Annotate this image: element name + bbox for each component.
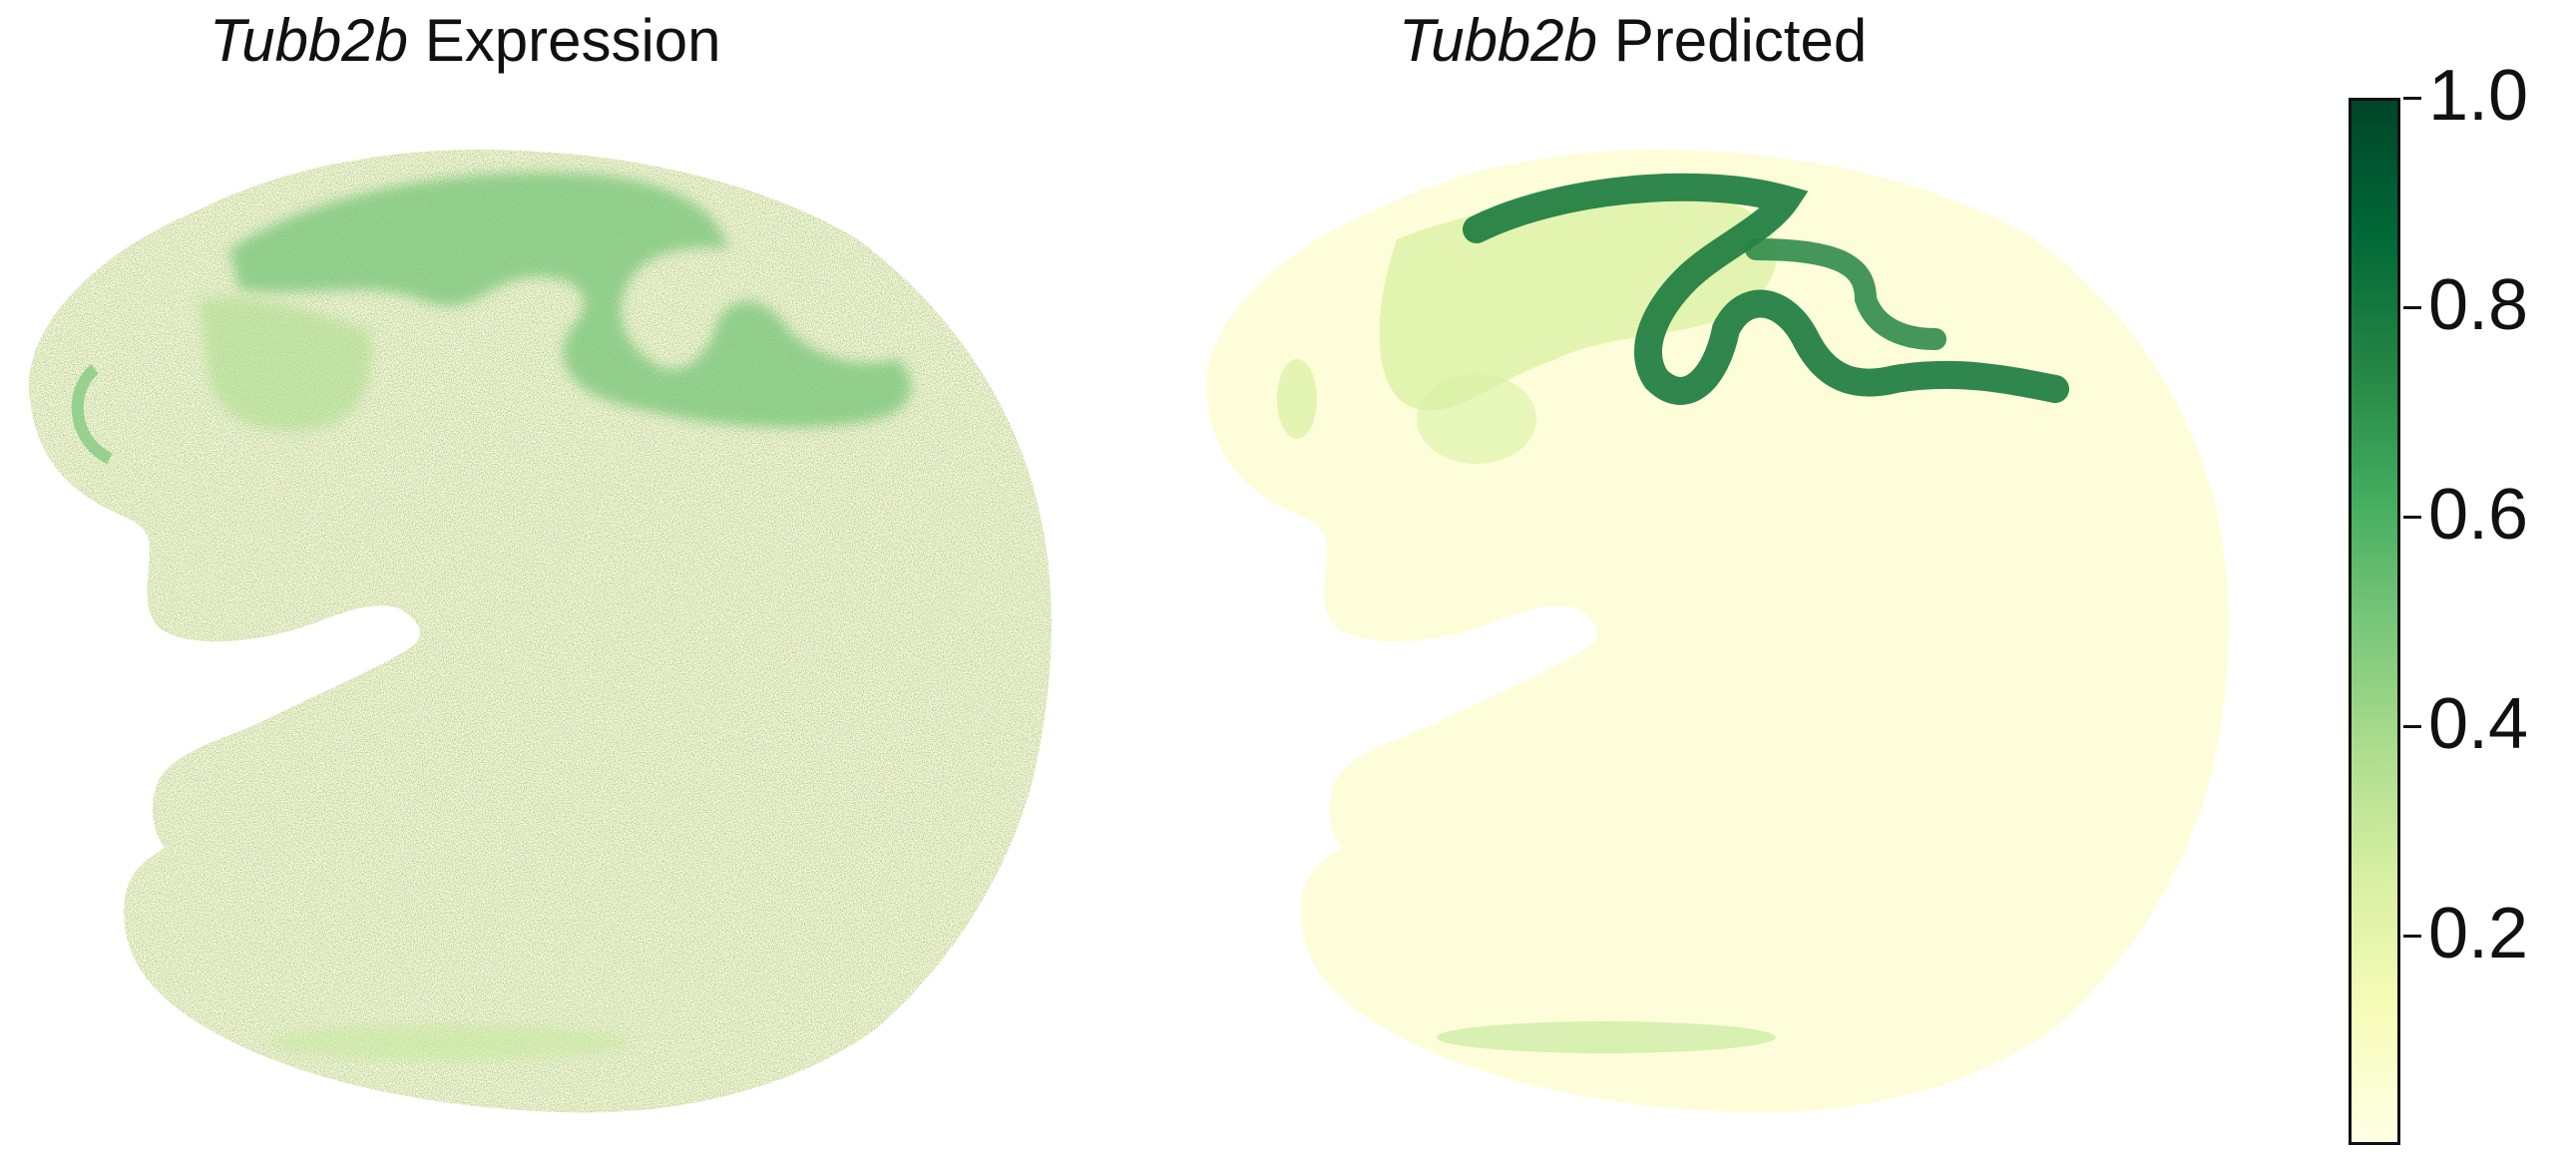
- brain-signal-right: [1463, 173, 2069, 405]
- brain-signal-left: [229, 172, 912, 428]
- colorbar: [2349, 98, 2400, 1145]
- brain-signal-right-2: [1745, 238, 1946, 350]
- belly-signal-right: [1437, 1021, 1776, 1053]
- panel-title-expression: Tubb2b Expression: [210, 6, 721, 75]
- eye-signal-left: [71, 364, 114, 465]
- colorbar-tick-label: 0.4: [2428, 684, 2529, 764]
- colorbar-tick: [2403, 515, 2421, 519]
- hind-region-right: [1417, 374, 1536, 464]
- panel-label: Predicted: [1613, 7, 1868, 74]
- colorbar-tick: [2403, 96, 2421, 100]
- colorbar-tick-label: 0.8: [2428, 265, 2529, 345]
- brain-region-right: [1379, 195, 1777, 411]
- embryo-predicted: [1205, 150, 2229, 1113]
- colorbar-tick-label: 0.6: [2428, 475, 2529, 555]
- gene-name: Tubb2b: [1399, 7, 1598, 74]
- eye-region-right: [1277, 359, 1317, 439]
- brain-signal-left-light: [200, 296, 372, 432]
- colorbar-tick-label: 0.2: [2428, 894, 2529, 973]
- embryo-expression: [28, 150, 1052, 1113]
- colorbar-tick-label: 1.0: [2428, 56, 2529, 136]
- panel-title-predicted: Tubb2b Predicted: [1399, 6, 1867, 75]
- panel-label: Expression: [424, 7, 721, 74]
- gene-name: Tubb2b: [210, 7, 409, 74]
- embryo-outline-left: [28, 150, 1052, 1113]
- colorbar-tick: [2403, 724, 2421, 728]
- colorbar-tick: [2403, 305, 2421, 309]
- colorbar-tick: [2403, 934, 2421, 938]
- belly-signal-left: [269, 1024, 629, 1060]
